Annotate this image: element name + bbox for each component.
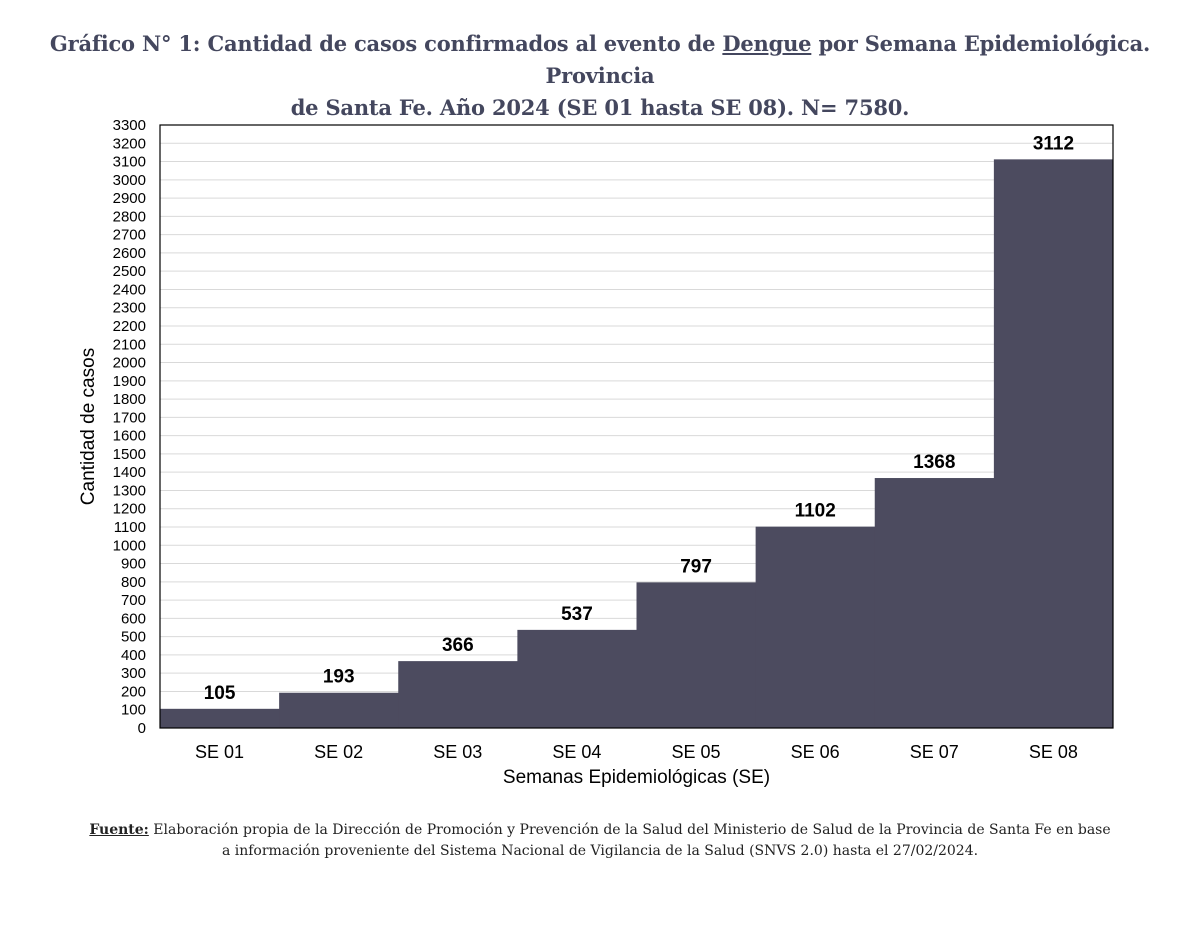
data-label: 3112	[1033, 133, 1074, 154]
y-tick-label: 2800	[113, 208, 146, 225]
plot-area-border	[159, 124, 1114, 729]
source-line1: Elaboración propia de la Dirección de Pr…	[148, 822, 1111, 838]
title-emphasis: Dengue	[722, 31, 812, 56]
data-label: 797	[680, 556, 712, 577]
y-tick-label: 300	[121, 665, 146, 682]
x-axis-label: Semanas Epidemiológicas (SE)	[503, 767, 770, 788]
data-label: 1368	[913, 452, 955, 473]
bars	[160, 159, 1114, 728]
y-tick-label: 2900	[113, 190, 146, 207]
title-prefix: Gráfico N° 1: Cantidad de casos confirma…	[49, 31, 723, 56]
x-tick-label: SE 03	[433, 742, 482, 762]
y-tick-label: 2000	[113, 355, 146, 372]
x-tick-label: SE 04	[552, 742, 601, 762]
title-line1-suffix: por Semana Epidemiológica. Provincia	[545, 31, 1151, 88]
y-tick-label: 2400	[113, 281, 146, 298]
data-label: 537	[561, 604, 593, 625]
y-axis-label: Cantidad de casos	[78, 348, 99, 505]
y-tick-label: 600	[121, 610, 146, 627]
y-tick-label: 100	[121, 702, 146, 719]
data-labels: 105 193 366 537 797 1102 1368 3112	[204, 133, 1074, 703]
y-tick-label: 3100	[113, 154, 146, 171]
y-tick-label: 0	[138, 720, 146, 737]
bar-se-04	[517, 629, 637, 728]
x-tick-label: SE 02	[314, 742, 363, 762]
data-label: 366	[442, 635, 474, 656]
y-tick-label: 1400	[113, 464, 146, 481]
y-tick-label: 1000	[113, 537, 146, 554]
x-tick-labels: SE 01 SE 02 SE 03 SE 04 SE 05 SE 06 SE 07 SE 08	[195, 742, 1078, 762]
bar-se-06	[755, 526, 876, 728]
source-note: Fuente: Elaboración propia de la Direcci…	[40, 820, 1160, 862]
y-tick-label: 3200	[113, 135, 146, 152]
source-line2: a información proveniente del Sistema Na…	[221, 843, 979, 859]
y-tick-label: 400	[121, 647, 146, 664]
data-label: 1102	[795, 501, 836, 522]
y-tick-label: 1600	[113, 428, 146, 445]
y-tick-label: 3300	[113, 117, 146, 134]
y-tick-label: 2300	[113, 300, 146, 317]
bar-se-07	[874, 478, 995, 728]
bar-se-05	[636, 582, 757, 728]
bar-se-03	[398, 661, 518, 728]
y-tick-label: 900	[121, 556, 146, 573]
y-tick-label: 1100	[114, 519, 146, 536]
chart-title: Gráfico N° 1: Cantidad de casos confirma…	[40, 28, 1160, 124]
bar-se-08	[993, 159, 1114, 728]
source-label: Fuente:	[89, 822, 149, 838]
x-tick-label: SE 07	[910, 742, 959, 762]
y-tick-label: 2200	[113, 318, 146, 335]
bar-se-02	[279, 692, 399, 728]
y-tick-label: 700	[121, 592, 146, 609]
y-tick-label: 1200	[113, 501, 146, 518]
y-tick-label: 1700	[113, 409, 146, 426]
y-tick-label: 2100	[113, 336, 146, 353]
y-tick-label: 1900	[113, 373, 146, 390]
y-tick-label: 200	[121, 683, 146, 700]
bar-se-01	[160, 708, 280, 728]
x-tick-label: SE 08	[1029, 742, 1078, 762]
y-tick-label: 3000	[113, 172, 146, 189]
y-tick-label: 1300	[113, 482, 146, 499]
y-tick-label: 2600	[113, 245, 146, 262]
data-label: 105	[204, 683, 236, 704]
title-line2: de Santa Fe. Año 2024 (SE 01 hasta SE 08…	[290, 95, 910, 120]
y-tick-label: 2700	[113, 227, 146, 244]
y-tick-label: 2500	[113, 263, 146, 280]
x-tick-label: SE 01	[195, 742, 244, 762]
x-tick-label: SE 06	[791, 742, 840, 762]
y-tick-label: 500	[121, 629, 146, 646]
y-tick-label: 1500	[113, 446, 146, 463]
data-label: 193	[323, 667, 355, 688]
y-tick-label: 800	[121, 574, 146, 591]
x-tick-label: SE 05	[672, 742, 721, 762]
y-tick-label: 1800	[113, 391, 146, 408]
